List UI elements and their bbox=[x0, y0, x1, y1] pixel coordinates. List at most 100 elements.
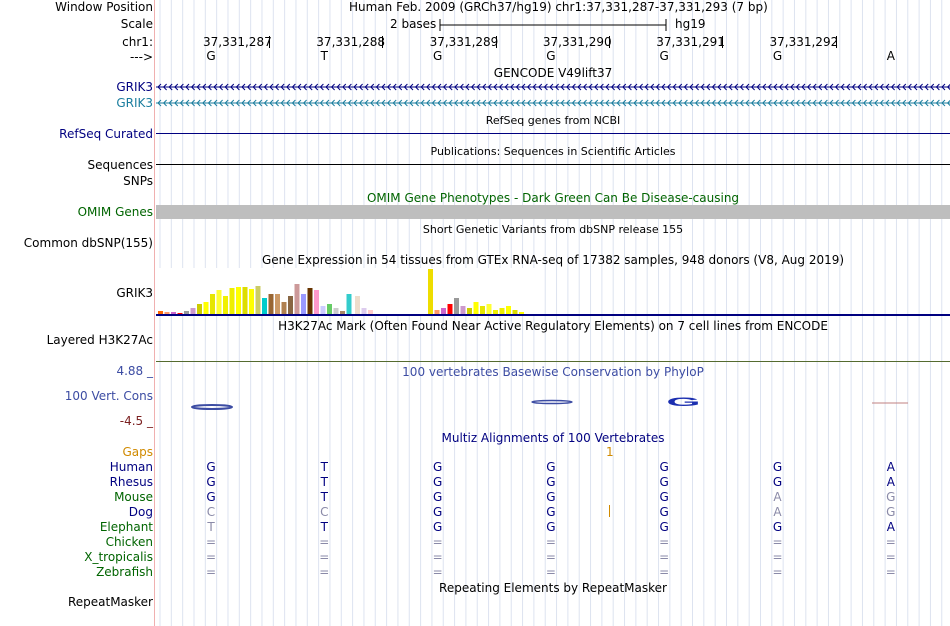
gtex-tissue-bar bbox=[499, 308, 505, 314]
alignment-base: = bbox=[659, 550, 670, 564]
alignment-base: G bbox=[206, 490, 216, 504]
scale-label: Scale bbox=[120, 17, 153, 31]
gtex-tissue-bar bbox=[447, 304, 453, 314]
gtex-tissue-bar bbox=[158, 311, 163, 314]
refseq-label[interactable]: RefSeq Curated bbox=[59, 127, 153, 141]
species-label-rhesus[interactable]: Rhesus bbox=[109, 475, 153, 489]
species-label-x_tropicalis[interactable]: X_tropicalis bbox=[84, 550, 153, 564]
gencode-grik3-label-2[interactable]: GRIK3 bbox=[116, 96, 153, 110]
species-label-elephant[interactable]: Elephant bbox=[99, 520, 153, 534]
alignment-base: G bbox=[432, 505, 443, 519]
gtex-gene-label[interactable]: GRIK3 bbox=[116, 286, 153, 300]
alignment-base: = bbox=[432, 550, 443, 564]
alignment-base: G bbox=[546, 475, 556, 489]
gtex-tissue-bar bbox=[171, 312, 176, 314]
species-label-zebrafish[interactable]: Zebrafish bbox=[96, 565, 153, 579]
alignment-base: T bbox=[320, 490, 328, 504]
gtex-tissue-bar bbox=[223, 296, 228, 314]
ruler-position-1: 37,331,287 bbox=[203, 35, 272, 49]
ruler-position-6: 37,331,292 bbox=[769, 35, 839, 49]
gtex-tissue-bar bbox=[327, 304, 332, 314]
window-position-value: Human Feb. 2009 (GRCh37/hg19) chr1:37,33… bbox=[349, 0, 768, 14]
gtex-tissue-bar bbox=[288, 296, 293, 314]
refseq-track-line bbox=[156, 133, 950, 134]
alignment-base: = bbox=[545, 535, 556, 549]
omim-feature-bar[interactable] bbox=[156, 205, 950, 219]
phylop-max: 4.88 _ bbox=[116, 364, 153, 378]
gtex-tissue-bar bbox=[320, 306, 326, 314]
gtex-tissue-bar bbox=[480, 306, 485, 314]
alignment-base: = bbox=[432, 565, 443, 579]
rmsk-label[interactable]: RepeatMasker bbox=[67, 595, 153, 609]
gtex-tissue-bar bbox=[346, 294, 352, 314]
gtex-tissue-bar bbox=[512, 310, 518, 314]
alignment-base: G bbox=[659, 490, 669, 504]
gencode-grik3-label-1[interactable]: GRIK3 bbox=[116, 80, 153, 94]
gtex-tissue-bar bbox=[361, 308, 367, 314]
omim-label[interactable]: OMIM Genes bbox=[77, 205, 153, 219]
species-label-chicken[interactable]: Chicken bbox=[105, 535, 153, 549]
gtex-tissue-bar bbox=[486, 304, 492, 314]
reference-base: T bbox=[320, 49, 328, 63]
h3k27ac-label[interactable]: Layered H3K27Ac bbox=[46, 333, 153, 347]
gencode-transcript-1[interactable] bbox=[156, 81, 950, 93]
alignment-base: = bbox=[772, 535, 783, 549]
alignment-base: C bbox=[206, 505, 216, 519]
alignment-base: G bbox=[206, 460, 216, 474]
alignment-base: T bbox=[320, 520, 328, 534]
alignment-base: = bbox=[432, 535, 443, 549]
alignment-base: = bbox=[319, 565, 330, 579]
gencode-transcript-2[interactable] bbox=[156, 97, 950, 109]
gtex-tissue-bar bbox=[216, 290, 222, 314]
gtex-tissue-bar bbox=[434, 310, 440, 314]
gtex-tissue-bar bbox=[236, 287, 241, 314]
gtex-tissue-bar bbox=[190, 308, 196, 314]
alignment-base: G bbox=[659, 475, 669, 489]
alignment-base: = bbox=[659, 535, 670, 549]
ruler-tick bbox=[835, 36, 837, 48]
gencode-title: GENCODE V49lift37 bbox=[493, 66, 613, 80]
alignment-base: = bbox=[319, 550, 330, 564]
gap-marker: 1 bbox=[606, 445, 614, 459]
alignment-base: G bbox=[772, 520, 783, 534]
alignment-base: = bbox=[772, 565, 783, 579]
alignment-base: = bbox=[885, 565, 896, 579]
ruler-position-4: 37,331,290 bbox=[542, 35, 612, 49]
phylop-logos: G bbox=[191, 395, 908, 410]
alignment-base: = bbox=[885, 535, 896, 549]
gtex-tissue-bar bbox=[454, 298, 459, 314]
alignment-base: = bbox=[205, 535, 217, 549]
alignment-base: G bbox=[432, 520, 443, 534]
ruler-tick bbox=[495, 36, 497, 48]
gtex-tissue-bar bbox=[268, 294, 274, 314]
reference-base: G bbox=[432, 49, 443, 63]
phylop-label[interactable]: 100 Vert. Cons bbox=[64, 389, 153, 403]
multiz-desc: Multiz Alignments of 100 Vertebrates bbox=[441, 431, 665, 445]
alignment-base: G bbox=[206, 475, 216, 489]
dbsnp-label[interactable]: Common dbSNP(155) bbox=[23, 236, 153, 250]
species-label-mouse[interactable]: Mouse bbox=[114, 490, 153, 504]
gtex-desc: Gene Expression in 54 tissues from GTEx … bbox=[261, 253, 845, 267]
species-label-human[interactable]: Human bbox=[109, 460, 153, 474]
gtex-tissue-bar bbox=[473, 302, 479, 314]
species-label-dog[interactable]: Dog bbox=[128, 505, 153, 519]
gtex-tissue-bars[interactable] bbox=[156, 268, 950, 316]
snps-label[interactable]: SNPs bbox=[123, 174, 153, 188]
alignment-base: G bbox=[886, 505, 896, 519]
scale-bar bbox=[439, 19, 667, 31]
alignment-base: G bbox=[886, 490, 896, 504]
gtex-tissue-bar bbox=[333, 308, 339, 314]
alignment-base: T bbox=[320, 475, 328, 489]
label-panel-divider bbox=[154, 0, 155, 626]
chrom-label: chr1: bbox=[122, 35, 153, 49]
pubs-label[interactable]: Sequences bbox=[87, 158, 153, 172]
ruler-tick bbox=[269, 36, 270, 48]
reference-base: G bbox=[206, 49, 216, 63]
reference-base: G bbox=[546, 49, 556, 63]
gap-insertion-tick bbox=[609, 505, 610, 517]
reference-base: G bbox=[659, 49, 669, 63]
ruler-position-3: 37,331,289 bbox=[429, 35, 499, 49]
rmsk-desc: Repeating Elements by RepeatMasker bbox=[439, 581, 667, 595]
alignment-base: = bbox=[205, 565, 217, 579]
alignment-base: = bbox=[772, 550, 783, 564]
